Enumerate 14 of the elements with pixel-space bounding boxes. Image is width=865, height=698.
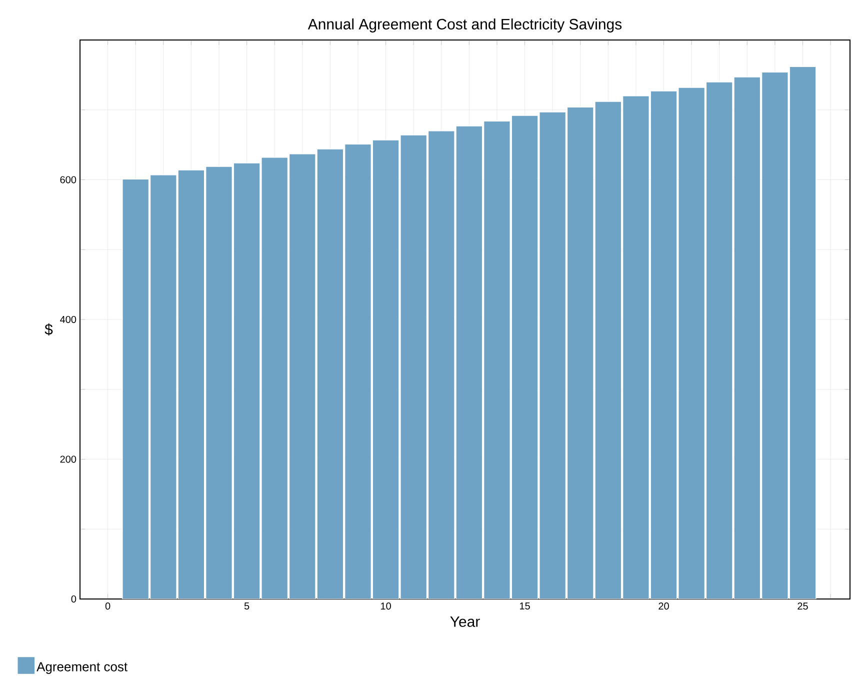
y-tick-label: 600 bbox=[60, 176, 76, 184]
x-tick-label: 20 bbox=[658, 602, 669, 610]
x-tick-label: 10 bbox=[380, 602, 391, 610]
x-tick-label: 0 bbox=[105, 602, 110, 610]
y-tick-label: 0 bbox=[71, 595, 76, 603]
chart-title: Annual Agreement Cost and Electricity Savings bbox=[308, 18, 622, 32]
y-axis-title: $ bbox=[44, 323, 53, 336]
y-tick-label: 400 bbox=[60, 316, 76, 324]
x-tick-label: 25 bbox=[798, 602, 808, 610]
x-tick-label: 5 bbox=[244, 602, 250, 610]
y-tick-label: 200 bbox=[60, 456, 76, 463]
legend-label: Agreement cost bbox=[36, 662, 128, 674]
x-axis-title: Year bbox=[450, 616, 480, 627]
x-tick-label: 15 bbox=[520, 602, 530, 610]
